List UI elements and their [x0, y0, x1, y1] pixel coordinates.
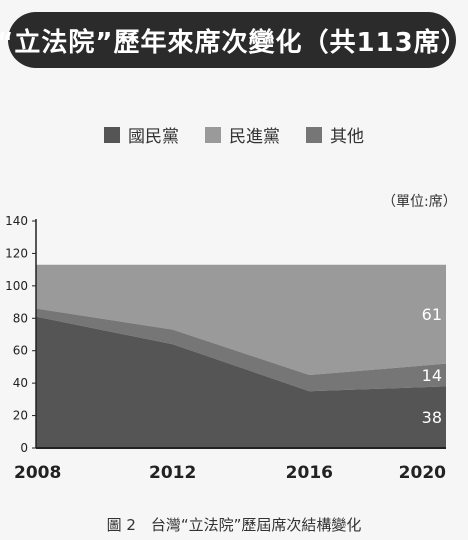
series-area-其他	[36, 308, 446, 392]
y-tick-label: 140	[5, 214, 28, 228]
figure-caption: 圖 2 台灣“立法院”歷屆席次結構變化	[106, 516, 362, 534]
legend-item-kmt: 國民黨	[104, 122, 179, 147]
unit-label: （單位:席）	[382, 194, 457, 210]
data-label: 14	[422, 366, 442, 385]
y-tick-label: 120	[5, 246, 28, 260]
x-tick-label: 2008	[14, 463, 61, 483]
legend-label-other: 其他	[330, 127, 364, 147]
y-tick-label: 80	[13, 311, 28, 325]
title-banner: “立法院”歷年來席次變化（共113席）	[0, 12, 467, 68]
data-label: 38	[422, 408, 442, 427]
legend-item-other: 其他	[306, 122, 364, 147]
legend-label-kmt: 國民黨	[128, 127, 179, 147]
y-tick-label: 20	[13, 409, 28, 423]
legend-swatch-dpp	[205, 126, 221, 143]
y-tick-label: 40	[13, 376, 28, 390]
series-area-國民黨	[36, 316, 446, 448]
y-tick-label: 60	[13, 344, 28, 358]
legend-swatch-other	[306, 126, 322, 143]
legend: 國民黨 民進黨 其他	[0, 122, 468, 147]
legend-swatch-kmt	[104, 126, 120, 143]
data-label: 61	[422, 305, 442, 324]
legend-item-dpp: 民進黨	[205, 122, 280, 147]
chart-title: “立法院”歷年來席次變化（共113席）	[0, 27, 468, 58]
series-area-民進黨	[36, 264, 446, 376]
y-tick-label: 100	[5, 279, 28, 293]
x-tick-label: 2020	[399, 463, 446, 483]
x-tick-label: 2016	[286, 463, 333, 483]
legend-label-dpp: 民進黨	[229, 127, 280, 147]
x-tick-label: 2012	[149, 463, 196, 483]
y-tick-label: 0	[20, 441, 28, 455]
